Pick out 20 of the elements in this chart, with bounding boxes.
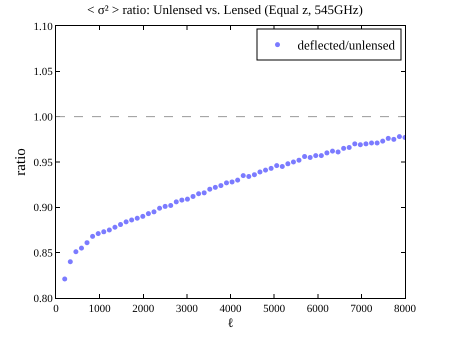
y-tick-label: 1.05	[34, 66, 54, 78]
y-tick-label: 1.10	[34, 20, 54, 33]
y-tick-label: 0.85	[34, 248, 54, 260]
chart-title: < σ² > ratio: Unlensed vs. Lensed (Equal z, 545GHz)	[87, 2, 363, 18]
x-tick-label: 2000	[132, 303, 155, 316]
legend-label: deflected/unlensed	[298, 38, 396, 53]
y-axis-title: ratio	[12, 148, 29, 176]
x-tick-label: 1000	[88, 303, 112, 316]
y-tick-label: 1.00	[34, 112, 54, 124]
x-tick-label: 7000	[350, 303, 373, 316]
y-tick-label: 0.90	[34, 202, 54, 214]
x-tick-label: 3000	[176, 303, 198, 316]
y-tick-label: 0.80	[34, 292, 54, 305]
y-tick-label: 0.95	[34, 156, 54, 169]
x-tick-label: 6000	[306, 303, 330, 316]
x-axis-title: ℓ	[227, 315, 234, 330]
x-tick-label: 5000	[263, 303, 286, 316]
x-tick-label: 8000	[394, 303, 416, 316]
x-tick-label: 4000	[220, 303, 242, 316]
x-tick-label: 0	[53, 303, 60, 316]
